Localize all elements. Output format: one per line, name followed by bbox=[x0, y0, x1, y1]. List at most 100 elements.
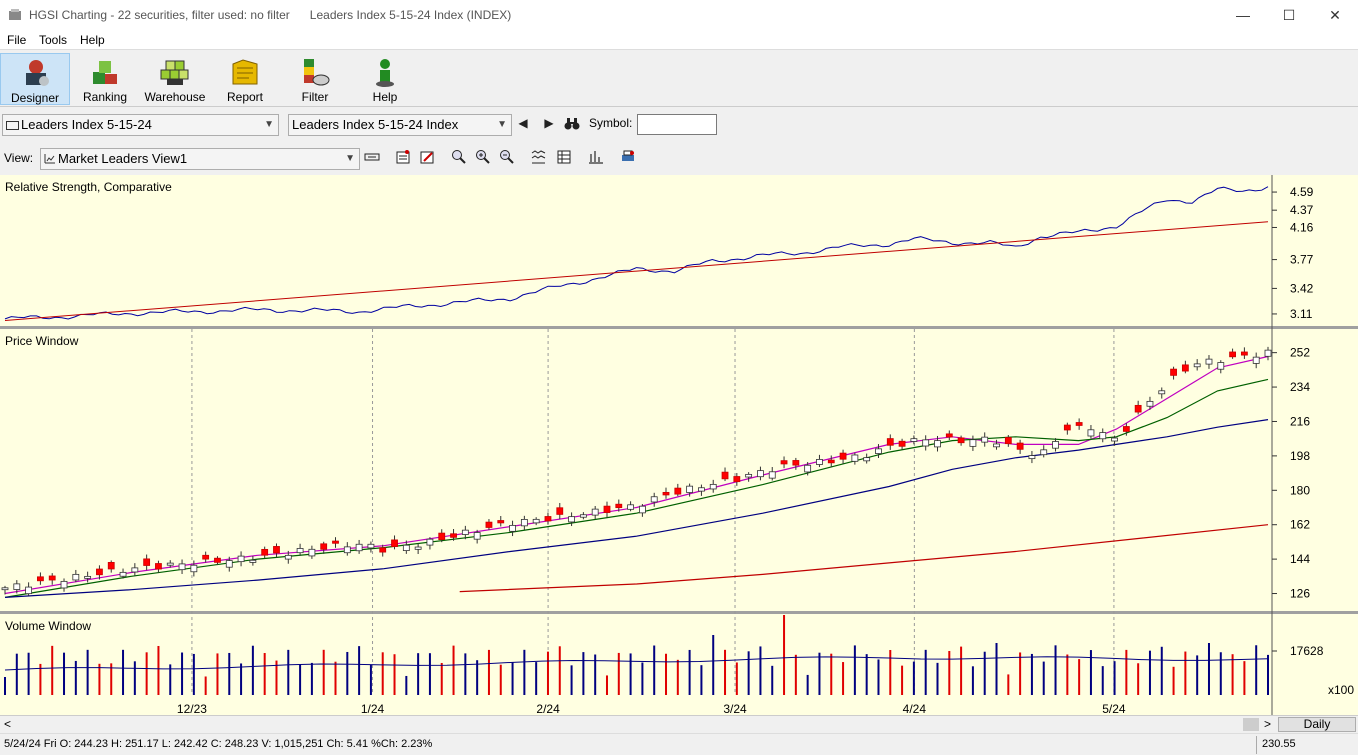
layout-icon[interactable] bbox=[364, 149, 380, 165]
menu-help[interactable]: Help bbox=[80, 33, 105, 47]
candle bbox=[190, 560, 198, 577]
candle-body bbox=[768, 471, 776, 479]
zoom-fit-icon[interactable] bbox=[451, 149, 467, 165]
view-combo-value: Market Leaders View1 bbox=[58, 151, 188, 166]
zoom-in-icon[interactable] bbox=[475, 149, 491, 165]
volume-bar bbox=[27, 652, 30, 695]
view-combo[interactable]: Market Leaders View1 ▼ bbox=[40, 148, 360, 170]
candle bbox=[579, 512, 587, 520]
pane-title: Volume Window bbox=[5, 619, 91, 633]
volume-bar bbox=[676, 659, 679, 695]
print-icon[interactable] bbox=[620, 149, 636, 165]
volume-bar bbox=[299, 664, 302, 695]
chart-view-icon bbox=[44, 154, 55, 164]
minimize-button[interactable]: — bbox=[1236, 7, 1250, 23]
candle bbox=[875, 444, 882, 458]
candle bbox=[214, 556, 221, 566]
designer-label: Designer bbox=[10, 91, 60, 105]
scroll-right-button[interactable]: > bbox=[1264, 717, 1272, 731]
properties-icon[interactable] bbox=[395, 149, 411, 165]
candle bbox=[721, 467, 729, 482]
bar-style-icon[interactable] bbox=[588, 149, 604, 165]
warehouse-button[interactable]: Warehouse bbox=[140, 53, 210, 105]
list-combo[interactable]: Leaders Index 5-15-24 ▼ bbox=[2, 114, 279, 136]
candle-body bbox=[367, 543, 375, 549]
moving-average-line bbox=[4, 419, 1269, 598]
maximize-button[interactable]: ☐ bbox=[1282, 7, 1296, 23]
menu-file[interactable]: File bbox=[7, 33, 27, 47]
candle bbox=[1181, 360, 1189, 374]
volume-bar bbox=[1255, 645, 1258, 695]
candle-body bbox=[320, 543, 328, 550]
pane-separator bbox=[0, 326, 1358, 329]
volume-bar bbox=[405, 675, 408, 695]
candle-body bbox=[37, 576, 44, 582]
candle-body bbox=[839, 452, 847, 460]
binoculars-icon[interactable] bbox=[564, 115, 580, 131]
ranking-button[interactable]: Ranking bbox=[70, 53, 140, 105]
previous-security-button[interactable]: ◀ bbox=[518, 116, 528, 130]
candle-body bbox=[178, 563, 186, 571]
volume-bar bbox=[1101, 666, 1104, 695]
y-tick-label: 3.11 bbox=[1290, 307, 1313, 321]
candle bbox=[379, 544, 387, 557]
volume-bar bbox=[1160, 646, 1163, 695]
volume-bar bbox=[192, 653, 195, 695]
status-divider bbox=[1256, 736, 1257, 754]
volume-bar bbox=[960, 646, 963, 695]
zoom-out-icon[interactable] bbox=[499, 149, 515, 165]
close-button[interactable]: ✕ bbox=[1329, 7, 1341, 23]
y-tick-label: 3.42 bbox=[1290, 281, 1314, 295]
volume-bar bbox=[735, 662, 738, 695]
candle bbox=[273, 543, 280, 558]
candle-body bbox=[1217, 362, 1225, 370]
volume-bar bbox=[440, 662, 443, 695]
candle-body bbox=[1122, 426, 1130, 432]
period-button[interactable]: Daily bbox=[1278, 717, 1356, 732]
menu-tools[interactable]: Tools bbox=[39, 33, 68, 47]
report-button[interactable]: Report bbox=[210, 53, 280, 105]
candle bbox=[1146, 396, 1154, 410]
candle bbox=[1028, 450, 1036, 464]
next-security-button[interactable]: ▶ bbox=[544, 116, 554, 130]
chart-canvas[interactable]: Relative Strength, Comparative Price Wind… bbox=[0, 175, 1358, 715]
candle bbox=[993, 439, 1000, 450]
indicator-icon[interactable] bbox=[531, 149, 547, 165]
volume-bar bbox=[759, 646, 762, 695]
volume-bar bbox=[98, 663, 101, 695]
volume-bar bbox=[1113, 661, 1116, 695]
table-icon[interactable] bbox=[556, 149, 572, 165]
candle-body bbox=[1240, 351, 1248, 356]
volume-bar bbox=[523, 649, 526, 695]
y-tick-label: 144 bbox=[1290, 552, 1310, 566]
app-icon bbox=[9, 9, 21, 20]
symbol-input[interactable] bbox=[637, 114, 717, 135]
chart-area[interactable]: Relative Strength, Comparative Price Wind… bbox=[0, 175, 1358, 715]
filter-button[interactable]: Filter bbox=[280, 53, 350, 105]
chevron-down-icon: ▼ bbox=[264, 119, 274, 130]
candle-body bbox=[1, 587, 9, 591]
candle-body bbox=[107, 562, 115, 570]
candle-body bbox=[1134, 404, 1142, 413]
edit-icon[interactable] bbox=[419, 149, 435, 165]
volume-bar bbox=[948, 650, 951, 695]
candle-body bbox=[1252, 356, 1260, 364]
candle-body bbox=[166, 562, 174, 566]
help-button[interactable]: Help bbox=[350, 53, 420, 105]
candle bbox=[426, 537, 434, 550]
volume-bar bbox=[688, 649, 691, 695]
security-combo[interactable]: Leaders Index 5-15-24 Index ▼ bbox=[288, 114, 512, 136]
scroll-thumb[interactable] bbox=[1243, 718, 1259, 731]
window-title: HGSI Charting - 22 securities, filter us… bbox=[29, 8, 511, 22]
candle-body bbox=[591, 508, 599, 516]
candle-body bbox=[450, 533, 457, 538]
candle-body bbox=[1052, 441, 1059, 449]
scroll-left-button[interactable]: < bbox=[4, 717, 12, 731]
symbol-label: Symbol: bbox=[589, 116, 633, 130]
designer-icon bbox=[26, 60, 49, 86]
x-tick-label: 12/23 bbox=[177, 702, 207, 715]
status-bar: 5/24/24 Fri O: 244.23 H: 251.17 L: 242.4… bbox=[0, 733, 1358, 755]
horizontal-scrollbar[interactable]: < > Daily bbox=[0, 715, 1358, 732]
candle-body bbox=[1111, 437, 1118, 442]
designer-button[interactable]: Designer bbox=[0, 53, 70, 105]
